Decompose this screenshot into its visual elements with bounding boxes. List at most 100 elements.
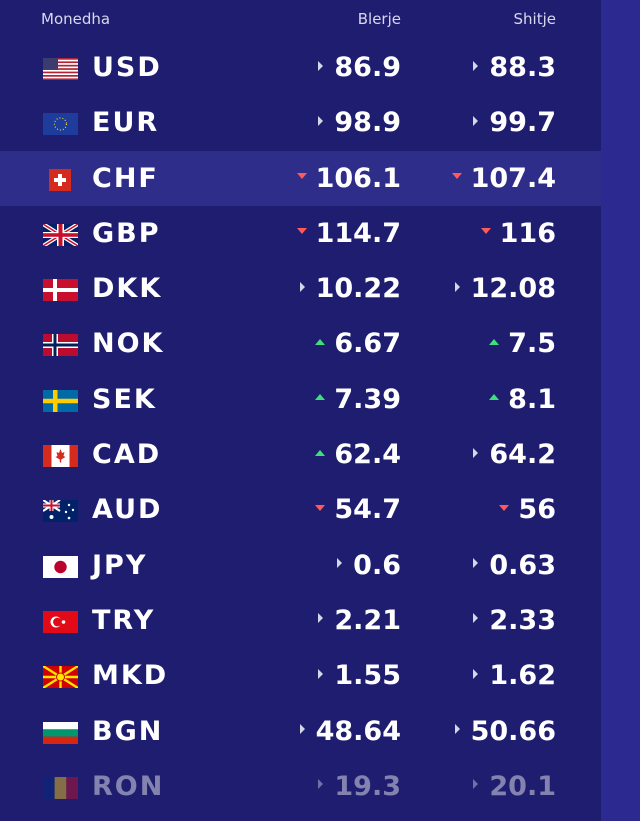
tr-flag-icon xyxy=(43,610,78,633)
buy-rate: 106.1 xyxy=(296,163,401,194)
rate-row-eur[interactable]: EUR 98.9 99.7 xyxy=(0,95,601,150)
trend-down-icon xyxy=(451,170,463,182)
currency-code: CHF xyxy=(92,162,159,194)
rate-row-bgn[interactable]: BGN 48.64 50.66 xyxy=(0,704,601,759)
sell-rate: 12.08 xyxy=(451,273,556,304)
buy-rate: 48.64 xyxy=(296,716,401,747)
rate-row-chf[interactable]: CHF 106.1 107.4 xyxy=(0,150,601,206)
sell-rate: 1.62 xyxy=(469,660,556,691)
rate-row-ron[interactable]: RON 19.3 20.1 xyxy=(0,759,601,814)
rate-row-aud[interactable]: AUD 54.7 56 xyxy=(0,482,601,537)
trend-flat-icon xyxy=(296,723,308,735)
buy-value: 106.1 xyxy=(315,162,401,194)
currency-code: USD xyxy=(92,52,162,83)
currency-code: GBP xyxy=(92,217,161,249)
header-buy: Blerje xyxy=(357,10,401,28)
trend-up-icon xyxy=(314,447,326,459)
currency-code: SEK xyxy=(92,383,157,415)
rate-row-usd[interactable]: USD 86.9 88.3 xyxy=(0,40,601,95)
buy-rate: 7.39 xyxy=(314,384,401,415)
trend-flat-icon xyxy=(469,115,481,127)
jp-flag-icon xyxy=(43,555,78,578)
trend-flat-icon xyxy=(333,557,345,569)
sell-value: 8.1 xyxy=(508,383,556,415)
sell-rate: 50.66 xyxy=(451,716,556,747)
trend-flat-icon xyxy=(451,723,463,735)
rate-row-cad[interactable]: CAD 62.4 64.2 xyxy=(0,427,601,482)
buy-value: 114.7 xyxy=(315,217,401,249)
currency-code: EUR xyxy=(92,107,160,139)
us-flag-icon xyxy=(43,58,78,80)
au-flag-icon xyxy=(43,500,78,523)
currency-code: DKK xyxy=(92,273,163,305)
rate-row-gbp[interactable]: GBP 114.7 116 xyxy=(0,206,601,261)
currency-code: NOK xyxy=(92,328,165,360)
se-flag-icon xyxy=(43,389,78,412)
rate-row-mkd[interactable]: MKD 1.55 1.62 xyxy=(0,648,601,703)
rate-row-try[interactable]: TRY 2.21 2.33 xyxy=(0,593,601,648)
trend-flat-icon xyxy=(469,778,481,790)
trend-flat-icon xyxy=(469,60,481,72)
rate-row-dkk[interactable]: DKK 10.22 12.08 xyxy=(0,261,601,316)
sell-rate: 107.4 xyxy=(451,163,556,194)
sell-value: 1.62 xyxy=(489,660,556,692)
buy-value: 62.4 xyxy=(334,439,401,471)
sell-rate: 88.3 xyxy=(469,52,556,83)
trend-flat-icon xyxy=(469,447,481,459)
ca-flag-icon xyxy=(43,445,78,468)
currency-code: RON xyxy=(92,770,165,802)
buy-rate: 54.7 xyxy=(314,494,401,525)
buy-value: 6.67 xyxy=(334,328,401,360)
scrollbar-track[interactable] xyxy=(601,0,640,821)
rate-row-jpy[interactable]: JPY 0.6 0.63 xyxy=(0,538,601,593)
sell-rate: 0.63 xyxy=(469,550,556,581)
buy-rate: 1.55 xyxy=(314,660,401,691)
currency-code: AUD xyxy=(92,494,163,526)
currency-code: CAD xyxy=(92,439,162,471)
dk-flag-icon xyxy=(43,279,78,302)
trend-down-icon xyxy=(296,170,308,182)
sell-rate: 8.1 xyxy=(488,384,556,415)
buy-value: 48.64 xyxy=(315,715,401,747)
rate-row-sek[interactable]: SEK 7.39 8.1 xyxy=(0,372,601,427)
sell-value: 0.63 xyxy=(489,549,556,581)
trend-flat-icon xyxy=(314,778,326,790)
buy-value: 0.6 xyxy=(353,549,401,581)
trend-up-icon xyxy=(314,391,326,403)
trend-up-icon xyxy=(488,391,500,403)
sell-value: 88.3 xyxy=(489,52,556,83)
trend-flat-icon xyxy=(451,281,463,293)
buy-value: 7.39 xyxy=(334,383,401,415)
trend-up-icon xyxy=(488,336,500,348)
buy-rate: 6.67 xyxy=(314,328,401,359)
trend-flat-icon xyxy=(314,612,326,624)
sell-value: 107.4 xyxy=(470,162,556,194)
sell-rate: 116 xyxy=(480,218,556,249)
sell-rate: 2.33 xyxy=(469,605,556,636)
ch-flag-icon xyxy=(43,168,78,191)
buy-rate: 98.9 xyxy=(314,107,401,138)
trend-down-icon xyxy=(314,502,326,514)
header-currency: Monedha xyxy=(41,10,111,28)
sell-rate: 99.7 xyxy=(469,107,556,138)
buy-value: 2.21 xyxy=(334,604,401,636)
sell-value: 64.2 xyxy=(489,439,556,471)
sell-rate: 20.1 xyxy=(469,771,556,802)
eu-flag-icon xyxy=(43,113,78,136)
rate-row-nok[interactable]: NOK 6.67 7.5 xyxy=(0,316,601,371)
sell-rate: 7.5 xyxy=(488,328,556,359)
currency-code: MKD xyxy=(92,660,169,692)
sell-value: 7.5 xyxy=(508,328,556,360)
sell-value: 99.7 xyxy=(489,107,556,139)
buy-rate: 86.9 xyxy=(314,52,401,83)
currency-code: TRY xyxy=(92,604,156,636)
buy-value: 54.7 xyxy=(334,494,401,526)
buy-value: 1.55 xyxy=(334,660,401,692)
trend-flat-icon xyxy=(469,557,481,569)
buy-value: 19.3 xyxy=(334,770,401,802)
buy-rate: 114.7 xyxy=(296,218,401,249)
buy-rate: 62.4 xyxy=(314,439,401,470)
buy-value: 98.9 xyxy=(334,107,401,139)
buy-value: 10.22 xyxy=(315,273,401,305)
trend-flat-icon xyxy=(314,60,326,72)
